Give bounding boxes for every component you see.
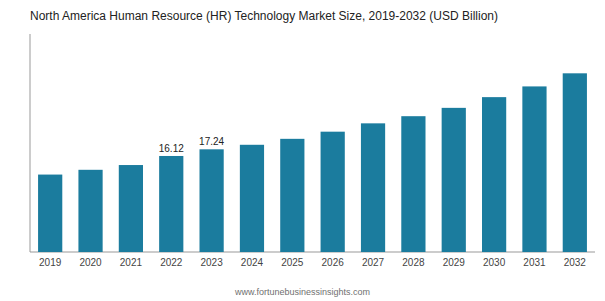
x-tick-label: 2021 [120, 257, 143, 268]
bar [280, 139, 304, 252]
bar [401, 116, 425, 252]
bar [482, 97, 506, 252]
bar [321, 132, 345, 252]
bar [159, 156, 183, 252]
bars [38, 73, 587, 252]
x-tick-label: 2024 [241, 257, 264, 268]
bar [361, 123, 385, 252]
x-tick-label: 2027 [362, 257, 385, 268]
x-axis-line [30, 252, 595, 253]
x-tick-label: 2025 [281, 257, 304, 268]
x-tick-label: 2028 [402, 257, 425, 268]
bar [38, 175, 62, 252]
bar [78, 170, 102, 252]
bar [240, 145, 264, 252]
chart-svg: North America Human Resource (HR) Techno… [0, 0, 605, 301]
x-tick-label: 2023 [200, 257, 223, 268]
x-tick-label: 2031 [523, 257, 546, 268]
bar [119, 165, 143, 252]
bar [563, 73, 587, 252]
x-tick-label: 2022 [160, 257, 183, 268]
x-tick-label: 2030 [483, 257, 506, 268]
bar [200, 149, 224, 252]
chart-title: North America Human Resource (HR) Techno… [30, 9, 498, 23]
x-tick-label: 2020 [79, 257, 102, 268]
data-label: 17.24 [199, 136, 224, 147]
x-tick-label: 2029 [443, 257, 466, 268]
x-tick-label: 2019 [39, 257, 62, 268]
bar [522, 86, 546, 252]
x-tick-label: 2026 [322, 257, 345, 268]
annotation: www.fortunebusinessinsights.com [234, 287, 370, 297]
chart-container: North America Human Resource (HR) Techno… [0, 0, 605, 301]
y-axis-line [30, 34, 31, 252]
data-label: 16.12 [159, 143, 184, 154]
x-tick-label: 2032 [564, 257, 587, 268]
background [0, 0, 605, 301]
bar [442, 108, 466, 252]
